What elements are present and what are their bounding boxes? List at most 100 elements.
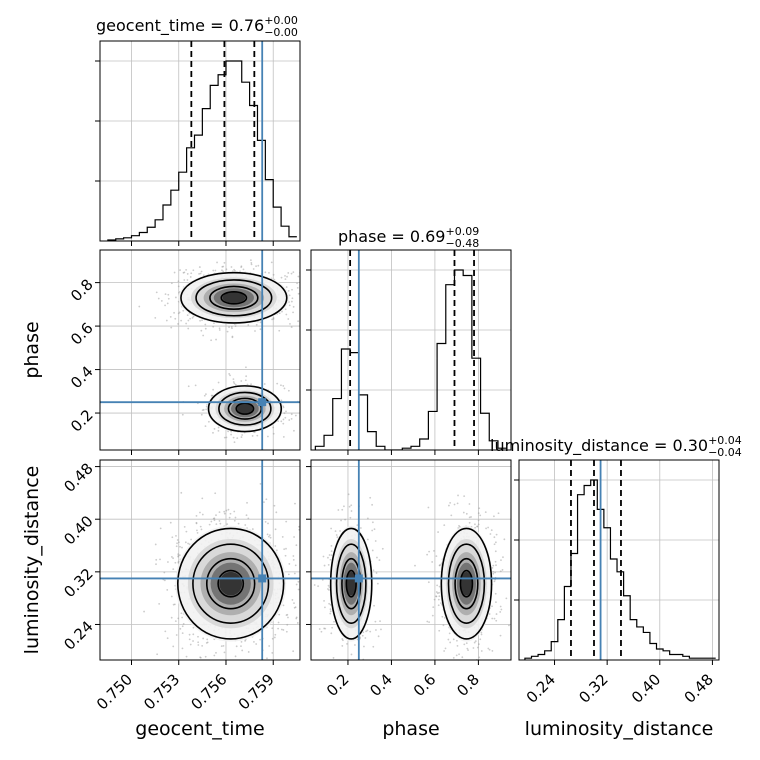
sample-point [301,320,303,322]
sample-point [287,289,290,292]
sample-point [495,619,498,622]
sample-point [286,275,288,278]
sample-point [304,572,306,574]
sample-point [333,620,335,623]
sample-point [284,278,287,281]
sample-point [199,319,201,322]
sample-point [328,554,331,556]
sample-point [163,579,166,582]
sample-point [218,327,221,330]
sample-point [184,541,187,544]
sample-point [329,558,332,561]
sample-point [374,620,377,623]
tick-label-x: 0.24 [523,670,559,706]
sample-point [278,613,281,616]
sample-point [435,595,437,598]
sample-point [274,528,277,531]
sample-point [453,503,456,506]
sample-point [241,434,244,436]
sample-point [373,528,376,531]
sample-point [284,308,287,311]
density-layer [311,460,511,660]
sample-point [248,673,250,675]
sample-point [488,613,491,615]
sample-point [323,627,326,630]
sample-point [216,261,218,264]
hist-bar [350,353,359,450]
sample-point [159,558,161,561]
sample-point [224,674,226,676]
sample-point [313,584,316,586]
sample-point [294,414,297,417]
sample-point [294,564,297,567]
sample-point [203,394,206,397]
sample-point [282,436,285,438]
sample-point [170,556,173,558]
sample-point [369,630,372,633]
sample-point [457,494,459,497]
hist-bar [210,85,218,241]
sample-point [164,304,166,307]
sample-point [215,523,218,526]
sample-point [179,627,182,630]
sample-point [490,529,493,532]
sample-point [263,383,266,385]
sample-point [264,271,267,274]
sample-point [226,523,229,526]
sample-point [212,325,215,328]
sample-point [234,325,237,328]
sample-point [465,512,468,515]
sample-point [428,621,430,624]
sample-point [266,657,268,660]
sample-point [288,294,291,297]
sample-point [477,512,480,515]
sample-point [187,542,189,545]
hist-bar [571,553,578,660]
sample-point [177,553,180,556]
sample-point [455,654,458,657]
tick-label-y: 0.24 [60,617,96,653]
hist-panel-phase [306,249,512,455]
tick-label-x: 0.32 [575,670,611,706]
sample-point [274,633,277,636]
sample-point [449,641,452,644]
sample-point [190,538,193,541]
sample-point [431,561,434,563]
sample-point [272,432,275,435]
ylabel-luminosity-distance: luminosity_distance [21,466,43,655]
tick-label-y: 0.32 [60,565,96,601]
hist-bar [610,559,617,660]
sample-point [307,297,309,299]
sample-point [225,268,228,271]
hist-bar [131,236,139,241]
sample-point [183,279,186,281]
sample-point [297,588,300,591]
truth-marker [258,574,267,583]
scatter-panel-geocent-time-luminosity-distance: 0.750 0.753 0.756 0.759 0.24 0.32 0.40 0.48 [60,459,311,713]
hist-bar [676,654,683,660]
sample-point [376,556,378,559]
sample-point [503,538,506,541]
hist-bar [578,495,585,660]
sample-point [459,525,461,528]
sample-point [359,527,362,529]
sample-point [494,592,497,595]
sample-point [296,282,298,285]
sample-point [309,568,311,570]
sample-point [414,564,416,567]
sample-point [228,326,230,329]
contour-line [335,543,367,624]
sample-point [348,505,351,508]
sample-point [249,259,252,262]
sample-point [158,603,161,605]
sample-point [366,629,369,632]
sample-point [438,564,441,567]
sample-point [426,620,429,623]
density-level [237,403,253,414]
sample-point [291,599,294,601]
sample-point [176,539,179,541]
sample-point [198,266,201,268]
sample-point [296,286,299,289]
sample-point [272,318,275,320]
